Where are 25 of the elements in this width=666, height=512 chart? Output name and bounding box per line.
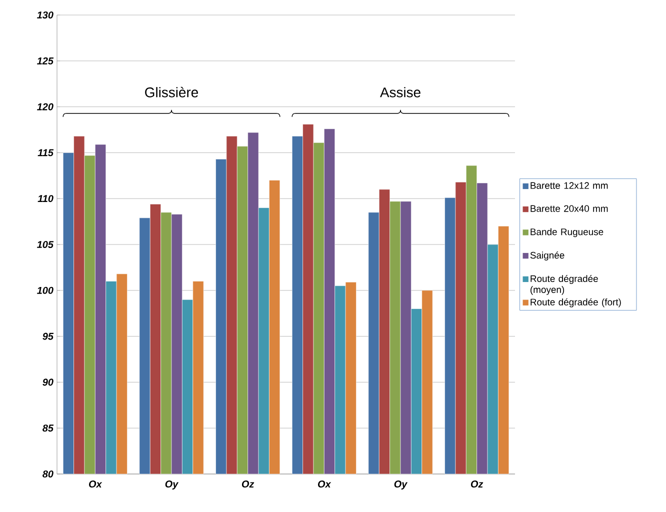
annotation: Glissière — [145, 86, 198, 98]
x-tick-label: Oz — [242, 480, 254, 488]
y-tick-label: 105 — [37, 240, 54, 248]
legend-label: Bande Rugueuse — [530, 228, 604, 238]
y-tick-label: 95 — [42, 332, 54, 340]
y-tick-label: 100 — [37, 286, 54, 294]
legend-label: Barette 20x40 mm — [530, 205, 608, 212]
y-tick-label: 130 — [37, 11, 54, 19]
x-tick-label: Oy — [165, 480, 179, 490]
y-tick-label: 115 — [38, 149, 54, 156]
x-tick-label: Ox — [89, 480, 102, 488]
legend-label: Barette 12x12 mm — [530, 182, 608, 189]
annotation: Assise — [380, 87, 420, 98]
legend-label: Saignée — [530, 252, 564, 260]
x-tick-label: Oy — [394, 480, 408, 490]
y-tick-label: 110 — [38, 195, 54, 202]
x-tick-label: Oz — [470, 480, 484, 488]
y-tick-label: 80 — [42, 470, 54, 478]
legend-label: Route dégradée (moyen) — [530, 274, 598, 295]
y-tick-label: 125 — [37, 57, 54, 64]
y-tick-label: 85 — [42, 424, 54, 432]
legend-label: Route dégradée (fort) — [530, 298, 621, 308]
y-tick-label: 90 — [42, 378, 54, 386]
y-tick-label: 120 — [37, 103, 54, 110]
x-tick-label: Ox — [318, 480, 332, 488]
